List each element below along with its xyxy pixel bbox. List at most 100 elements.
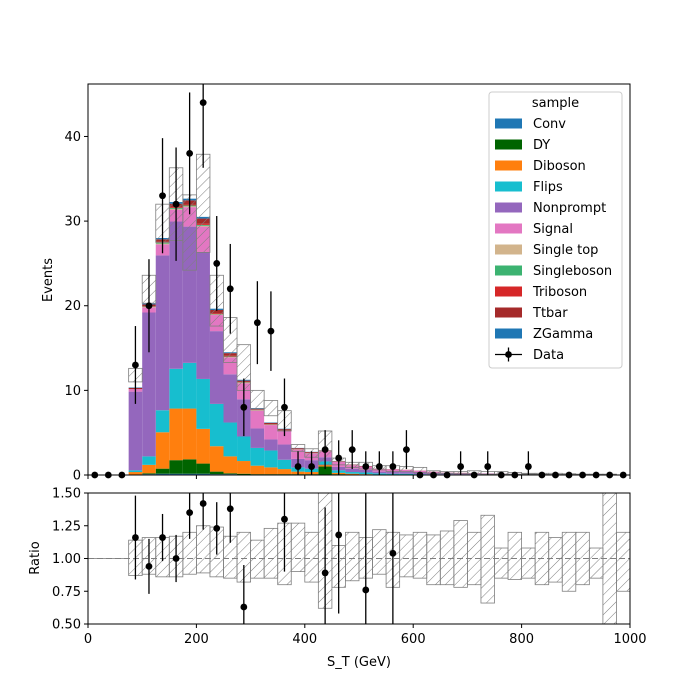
data-point bbox=[172, 200, 180, 208]
bar bbox=[209, 403, 224, 447]
bar bbox=[277, 430, 292, 445]
data-point bbox=[213, 260, 221, 267]
data-point bbox=[335, 454, 343, 462]
uncertainty-bin bbox=[263, 400, 279, 417]
x-tick-label: 200 bbox=[184, 632, 209, 647]
bar bbox=[169, 368, 183, 409]
legend-entry: Data bbox=[495, 347, 564, 363]
band-bin bbox=[426, 534, 441, 586]
bar bbox=[169, 473, 183, 475]
legend-entry: ZGamma bbox=[495, 327, 593, 342]
ratio-tick-label: 1.00 bbox=[52, 552, 81, 567]
band-bin bbox=[548, 537, 563, 583]
bar bbox=[155, 432, 170, 469]
x-tick-label: 600 bbox=[401, 632, 426, 647]
ratio-points bbox=[132, 493, 397, 624]
bar bbox=[345, 472, 359, 474]
x-axis-label: S_T (GeV) bbox=[327, 655, 391, 670]
legend-entry: DY bbox=[495, 138, 550, 153]
legend-label: Data bbox=[533, 348, 564, 363]
legend-label: Triboson bbox=[532, 285, 587, 300]
x-tick-label: 400 bbox=[292, 632, 317, 647]
legend-box bbox=[488, 91, 623, 369]
bar bbox=[142, 312, 156, 457]
bar bbox=[250, 428, 265, 448]
ratio-point bbox=[389, 549, 397, 557]
legend-swatch bbox=[495, 118, 522, 129]
data-point bbox=[267, 327, 275, 335]
ratio-tick-label: 0.75 bbox=[52, 585, 81, 600]
bar bbox=[250, 410, 265, 429]
bar bbox=[209, 471, 224, 475]
ratio-point bbox=[172, 555, 180, 562]
bar bbox=[264, 422, 278, 425]
legend-swatch bbox=[495, 139, 522, 150]
bar bbox=[196, 428, 210, 464]
bar bbox=[182, 362, 197, 409]
legend-entries: Conv DY Diboson Flips Nonprompt Signal Single … bbox=[495, 117, 612, 363]
data-point bbox=[226, 285, 234, 293]
band-bin bbox=[412, 531, 428, 579]
legend-entry: Conv bbox=[495, 117, 566, 132]
bar bbox=[223, 422, 238, 457]
bar bbox=[209, 446, 224, 472]
data-point bbox=[389, 463, 397, 470]
ratio-panel: 0.50 0.75 1.00 1.25 1.50 0 200 400 600 800 1000 Ra… bbox=[28, 487, 647, 671]
legend-label: Conv bbox=[533, 117, 566, 132]
ratio-point bbox=[186, 509, 194, 517]
legend-label: DY bbox=[533, 138, 550, 153]
ratio-point bbox=[335, 531, 343, 539]
legend-swatch bbox=[495, 223, 522, 234]
ratio-point bbox=[159, 534, 166, 541]
ratio-axis-ticks: 0.50 0.75 1.00 1.25 1.50 0 200 400 600 800 1000 bbox=[52, 487, 647, 648]
data-point bbox=[362, 463, 370, 470]
bar bbox=[264, 425, 278, 440]
bar bbox=[237, 461, 251, 474]
data-point bbox=[240, 403, 248, 411]
bar bbox=[250, 447, 265, 466]
data-point bbox=[132, 361, 139, 369]
band-bin bbox=[439, 530, 455, 586]
legend-label: Singleboson bbox=[533, 264, 612, 279]
legend-label: Ttbar bbox=[532, 306, 568, 321]
band-bin bbox=[250, 539, 265, 579]
legend-entry: Flips bbox=[495, 180, 563, 195]
main-plot-frame bbox=[87, 83, 631, 476]
ratio-tick-label: 0.50 bbox=[52, 618, 81, 633]
y-tick-label: 40 bbox=[64, 130, 81, 145]
bar bbox=[277, 469, 292, 475]
data-point bbox=[294, 463, 302, 470]
band-bin bbox=[588, 547, 604, 579]
bar bbox=[128, 470, 143, 473]
data-point bbox=[281, 403, 288, 411]
y-tick-label: 0 bbox=[73, 469, 81, 484]
band-bin bbox=[372, 529, 387, 575]
legend-entry: Ttbar bbox=[495, 306, 568, 321]
bar bbox=[196, 378, 210, 429]
legend-label: Signal bbox=[533, 222, 573, 237]
bar bbox=[399, 473, 414, 475]
legend-label: ZGamma bbox=[533, 327, 593, 342]
bar bbox=[237, 473, 251, 475]
ratio-point bbox=[145, 562, 153, 570]
ratio-point bbox=[199, 500, 207, 507]
ratio-point bbox=[281, 515, 288, 523]
bar bbox=[277, 444, 292, 460]
band-bin bbox=[494, 547, 509, 579]
bar bbox=[142, 456, 156, 465]
uncertainty-bin bbox=[290, 444, 306, 452]
bar bbox=[345, 473, 359, 475]
bar bbox=[155, 468, 170, 474]
data-point bbox=[186, 149, 194, 157]
band-bin bbox=[561, 531, 577, 592]
data-point bbox=[145, 302, 153, 310]
x-tick-label: 0 bbox=[84, 632, 92, 647]
legend-entry: Single top bbox=[495, 243, 598, 258]
bar bbox=[169, 221, 183, 369]
bar bbox=[196, 473, 210, 475]
legend-marker bbox=[505, 351, 512, 358]
data-point bbox=[308, 463, 315, 470]
band-bin bbox=[263, 527, 279, 579]
ratio-point bbox=[226, 505, 234, 513]
ratio-point bbox=[213, 524, 221, 532]
